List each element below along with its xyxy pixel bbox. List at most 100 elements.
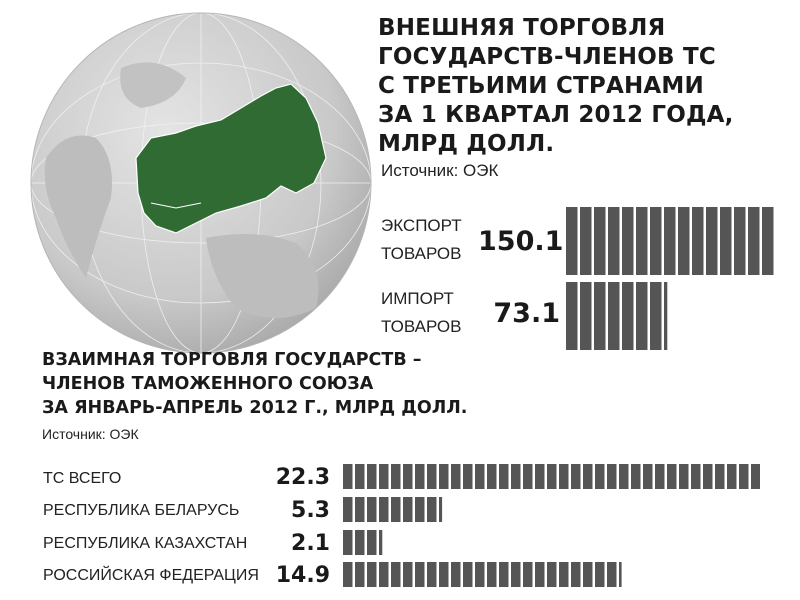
border-line — [150, 202, 202, 209]
bar-segment — [664, 207, 676, 275]
bar-segment — [715, 464, 725, 489]
bar-segment — [427, 497, 437, 522]
bar-segment — [678, 207, 690, 275]
bar-segment — [748, 207, 760, 275]
bar-segment — [583, 562, 593, 587]
top-title-line: ВНЕШНЯЯ ТОРГОВЛЯ — [378, 15, 666, 41]
bar-segment — [751, 464, 760, 489]
bar-segment — [655, 464, 665, 489]
category-label-kazakhstan: РЕСПУБЛИКА КАЗАХСТАН — [43, 535, 248, 552]
bar-3 — [343, 562, 622, 587]
bar-segment — [343, 497, 353, 522]
bar-segment — [499, 464, 509, 489]
bar-segment — [475, 464, 485, 489]
customs-union-territory — [135, 83, 327, 234]
bar-segment — [379, 464, 389, 489]
bar-segment — [571, 562, 581, 587]
bar-segment — [650, 207, 662, 275]
bar-segment — [511, 562, 521, 587]
bar-segment — [594, 207, 606, 275]
category-label-russia: РОССИЙСКАЯ ФЕДЕРАЦИЯ — [43, 567, 259, 584]
bar-segment — [355, 530, 365, 555]
top-source: Источник: ОЭК — [381, 161, 499, 180]
value-label-kazakhstan: 2.1 — [291, 531, 330, 556]
bar-segment — [367, 530, 377, 555]
bar-segment — [367, 562, 377, 587]
bar-segment — [343, 562, 353, 587]
bar-segment — [439, 464, 449, 489]
bar-segment — [607, 562, 617, 587]
category-label-line: ТОВАРОВ — [381, 317, 462, 336]
bar-segment — [415, 464, 425, 489]
bar-segment — [595, 562, 605, 587]
bar-segment — [566, 207, 578, 275]
top-title-line: ЗА 1 КВАРТАЛ 2012 ГОДА, — [378, 102, 734, 128]
scandinavia-shape — [120, 62, 186, 108]
bar-segment — [664, 282, 668, 350]
bar-segment — [762, 207, 774, 275]
category-label-line: ИМПОРТ — [381, 289, 454, 308]
bar-segment — [499, 562, 509, 587]
bar-segment — [463, 562, 473, 587]
value-label-export: 150.1 — [478, 226, 564, 257]
top-title-line: С ТРЕТЬИМИ СТРАНАМИ — [378, 73, 704, 99]
bar-segment — [427, 464, 437, 489]
category-label-line: ТОВАРОВ — [381, 244, 462, 263]
bottom-title-line: ЧЛЕНОВ ТАМОЖЕННОГО СОЮЗА — [42, 374, 374, 394]
bar-segment — [367, 464, 377, 489]
bar-segment — [379, 530, 383, 555]
bar-segment — [487, 562, 497, 587]
bar-segment — [739, 464, 749, 489]
bar-segment — [692, 207, 704, 275]
bar-segment — [608, 282, 620, 350]
bar-0 — [343, 464, 760, 489]
category-label-ts-total: ТС ВСЕГО — [43, 470, 122, 487]
bar-segment — [535, 562, 545, 587]
bar-0 — [566, 207, 774, 275]
bar-segment — [439, 562, 449, 587]
bar-segment — [594, 282, 606, 350]
bar-segment — [595, 464, 605, 489]
bar-segment — [511, 464, 521, 489]
value-label-import: 73.1 — [493, 298, 560, 329]
bar-segment — [487, 464, 497, 489]
bottom-chart-title: ВЗАИМНАЯ ТОРГОВЛЯ ГОСУДАРСТВ – ЧЛЕНОВ ТА… — [42, 348, 467, 420]
bar-1 — [343, 497, 443, 522]
bar-segment — [391, 464, 401, 489]
top-title-line: МЛРД ДОЛЛ. — [378, 131, 555, 157]
bar-segment — [622, 207, 634, 275]
bottom-source: Источник: ОЭК — [42, 426, 139, 442]
bar-segment — [367, 497, 377, 522]
bar-segment — [703, 464, 713, 489]
category-label-export: ЭКСПОРТ ТОВАРОВ — [381, 212, 462, 268]
bar-segment — [343, 464, 353, 489]
bar-segment — [643, 464, 653, 489]
bar-segment — [607, 464, 617, 489]
bar-segment — [391, 497, 401, 522]
bar-segment — [451, 464, 461, 489]
bar-segment — [403, 464, 413, 489]
bar-segment — [691, 464, 701, 489]
category-label-import: ИМПОРТ ТОВАРОВ — [381, 285, 461, 341]
bar-segment — [355, 497, 365, 522]
bar-segment — [566, 282, 578, 350]
bar-segment — [415, 562, 425, 587]
bar-segment — [463, 464, 473, 489]
bar-segment — [631, 464, 641, 489]
category-label-belarus: РЕСПУБЛИКА БЕЛАРУСЬ — [43, 502, 240, 519]
bar-segment — [379, 497, 389, 522]
bar-segment — [547, 464, 557, 489]
bar-segment — [355, 562, 365, 587]
bar-1 — [566, 282, 668, 350]
bar-segment — [415, 497, 425, 522]
bar-segment — [720, 207, 732, 275]
bar-segment — [451, 562, 461, 587]
bar-segment — [535, 464, 545, 489]
globe-map-icon — [30, 12, 372, 354]
bottom-title-line: ВЗАИМНАЯ ТОРГОВЛЯ ГОСУДАРСТВ – — [42, 350, 422, 370]
category-label-line: ЭКСПОРТ — [381, 216, 462, 235]
bar-segment — [391, 562, 401, 587]
bar-segment — [343, 530, 353, 555]
